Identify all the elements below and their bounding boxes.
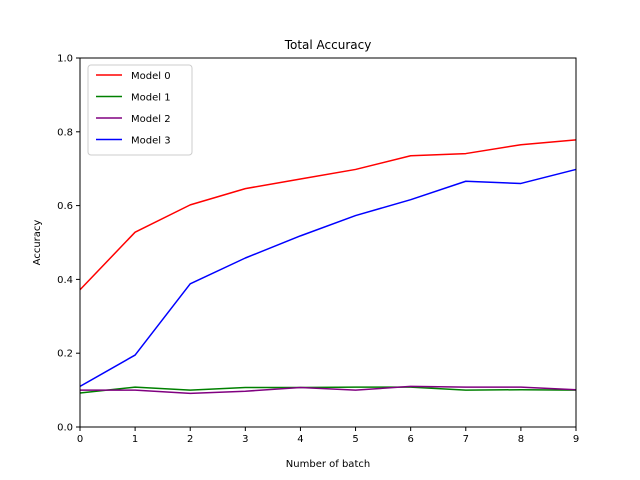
legend: Model 0 Model 1 Model 2 Model 3: [87, 64, 193, 156]
plot-area: [79, 139, 577, 395]
y-tick-label: 0.8: [57, 127, 73, 138]
x-tick-label: 6: [407, 434, 413, 445]
axes-frame: [79, 57, 577, 428]
x-tick-label: 5: [352, 434, 358, 445]
y-tick-label: 0.2: [57, 349, 73, 360]
x-tick-label: 3: [242, 434, 248, 445]
legend-label: Model 3: [131, 136, 171, 147]
series-line-model-3: [79, 168, 577, 388]
legend-box: [87, 64, 193, 156]
y-tick-label: 0.4: [57, 275, 73, 286]
x-tick-label: 7: [463, 434, 469, 445]
y-tick-label: 0.0: [57, 423, 73, 434]
y-axis-label: Accuracy: [32, 220, 43, 266]
legend-label: Model 0: [131, 71, 171, 82]
x-tick-label: 0: [77, 434, 83, 445]
series-line-model-2: [80, 385, 577, 395]
x-tick-label: 4: [297, 434, 303, 445]
x-tick-label: 1: [132, 434, 138, 445]
chart-title: Total Accuracy: [284, 38, 372, 52]
legend-label: Model 2: [131, 114, 171, 125]
y-axis: 0.0 0.2 0.4 0.6 0.8 1.0: [57, 54, 80, 434]
series-line-model-1: [79, 386, 577, 394]
x-tick-label: 8: [518, 434, 524, 445]
series-line-model-0: [79, 139, 577, 291]
x-axis: 0 1 2 3 4 5 6 7 8 9: [77, 427, 579, 445]
y-tick-label: 1.0: [57, 54, 73, 65]
y-tick-label: 0.6: [57, 201, 73, 212]
legend-label: Model 1: [131, 93, 171, 104]
x-tick-label: 2: [187, 434, 193, 445]
x-tick-label: 9: [573, 434, 579, 445]
x-axis-label: Number of batch: [286, 459, 370, 470]
